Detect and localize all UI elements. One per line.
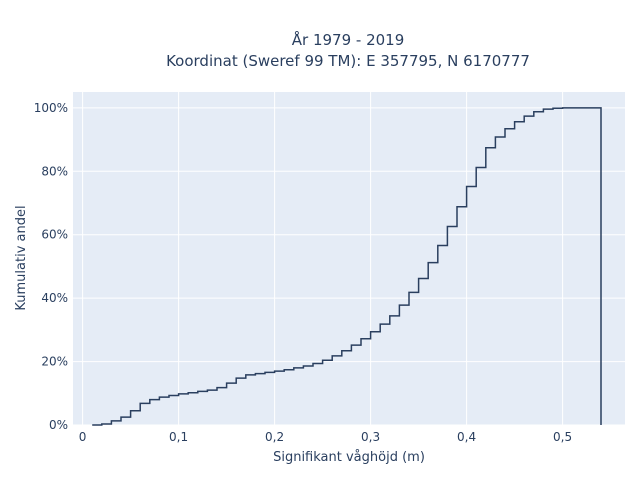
x-tick-label: 0,1	[169, 430, 188, 444]
x-axis-title: Signifikant våghöjd (m)	[273, 450, 425, 465]
x-tick-label: 0,3	[361, 430, 380, 444]
y-axis-title: Kumulativ andel	[14, 205, 29, 310]
grid-lines	[73, 92, 625, 426]
y-tick-label: 60%	[41, 228, 68, 242]
y-tick-label: 20%	[41, 355, 68, 369]
data-layer	[92, 107, 602, 426]
x-tick-label: 0,2	[265, 430, 284, 444]
plot-area	[73, 92, 625, 425]
y-tick-label: 0%	[49, 418, 68, 432]
chart-title-line-2: Koordinat (Sweref 99 TM): E 357795, N 61…	[166, 52, 530, 70]
y-tick-label: 100%	[34, 101, 68, 115]
y-tick-label: 40%	[41, 291, 68, 305]
tick-labels: 0 0,1 0,2 0,3 0,4 0,5 0% 20% 40% 60% 80% 100%	[34, 101, 572, 444]
cumulative-distribution-line	[92, 107, 602, 426]
y-tick-label: 80%	[41, 164, 68, 178]
x-tick-label: 0,4	[457, 430, 476, 444]
x-tick-label: 0,5	[553, 430, 572, 444]
x-tick-label: 0	[79, 430, 87, 444]
chart-title-line-1: År 1979 - 2019	[292, 30, 405, 49]
